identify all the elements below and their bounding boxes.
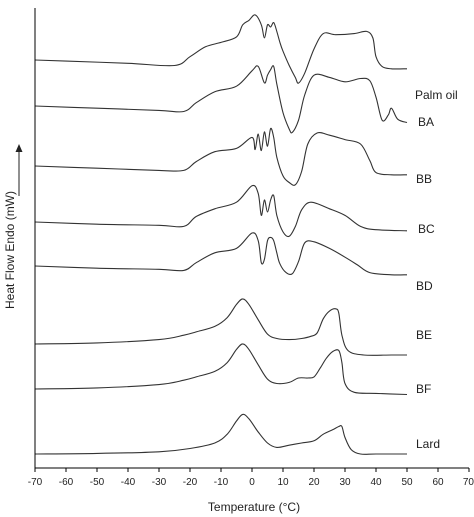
series-line-ba — [34, 65, 408, 134]
series-label-bf: BF — [416, 382, 431, 396]
y-axis-title: Heat Flow Endo (mW) — [3, 191, 17, 309]
series-label-bd: BD — [416, 279, 433, 293]
x-tick-label: 20 — [308, 477, 320, 488]
curves-layer — [34, 14, 408, 455]
series-label-bc: BC — [418, 222, 435, 236]
x-tick-label: 70 — [463, 477, 474, 488]
series-line-palm-oil — [34, 14, 408, 84]
series-line-bf — [34, 343, 408, 396]
series-line-bc — [34, 184, 408, 238]
series-label-be: BE — [416, 328, 432, 342]
x-tick-label: -40 — [121, 477, 136, 488]
series-line-bb — [34, 127, 408, 186]
x-tick-label: -50 — [90, 477, 105, 488]
x-tick-label: 60 — [432, 477, 444, 488]
series-line-be — [34, 298, 407, 356]
x-tick-label: 50 — [401, 477, 413, 488]
x-tick-label: 0 — [249, 477, 255, 488]
series-line-lard — [34, 413, 407, 455]
x-tick-label: 40 — [370, 477, 382, 488]
x-tick-label: -20 — [183, 477, 198, 488]
series-labels-layer: Palm oil BA BB BC BD BE BF Lard — [415, 88, 458, 451]
y-axis-arrow — [15, 144, 23, 196]
series-label-ba: BA — [418, 115, 434, 129]
x-tick-label: -60 — [59, 477, 74, 488]
x-tick-label: 10 — [277, 477, 289, 488]
series-label-lard: Lard — [416, 437, 440, 451]
series-line-bd — [34, 232, 408, 276]
x-axis-title: Temperature (°C) — [208, 500, 300, 514]
x-ticks-layer: -70 -60 -50 -40 -30 -20 -10 0 10 20 30 40 50 60 70 — [28, 468, 474, 488]
x-tick-label: -10 — [214, 477, 229, 488]
x-tick-label: -30 — [152, 477, 167, 488]
series-label-bb: BB — [416, 172, 432, 186]
series-label-palm-oil: Palm oil — [415, 88, 458, 102]
x-tick-label: 30 — [339, 477, 351, 488]
x-tick-label: -70 — [28, 477, 43, 488]
